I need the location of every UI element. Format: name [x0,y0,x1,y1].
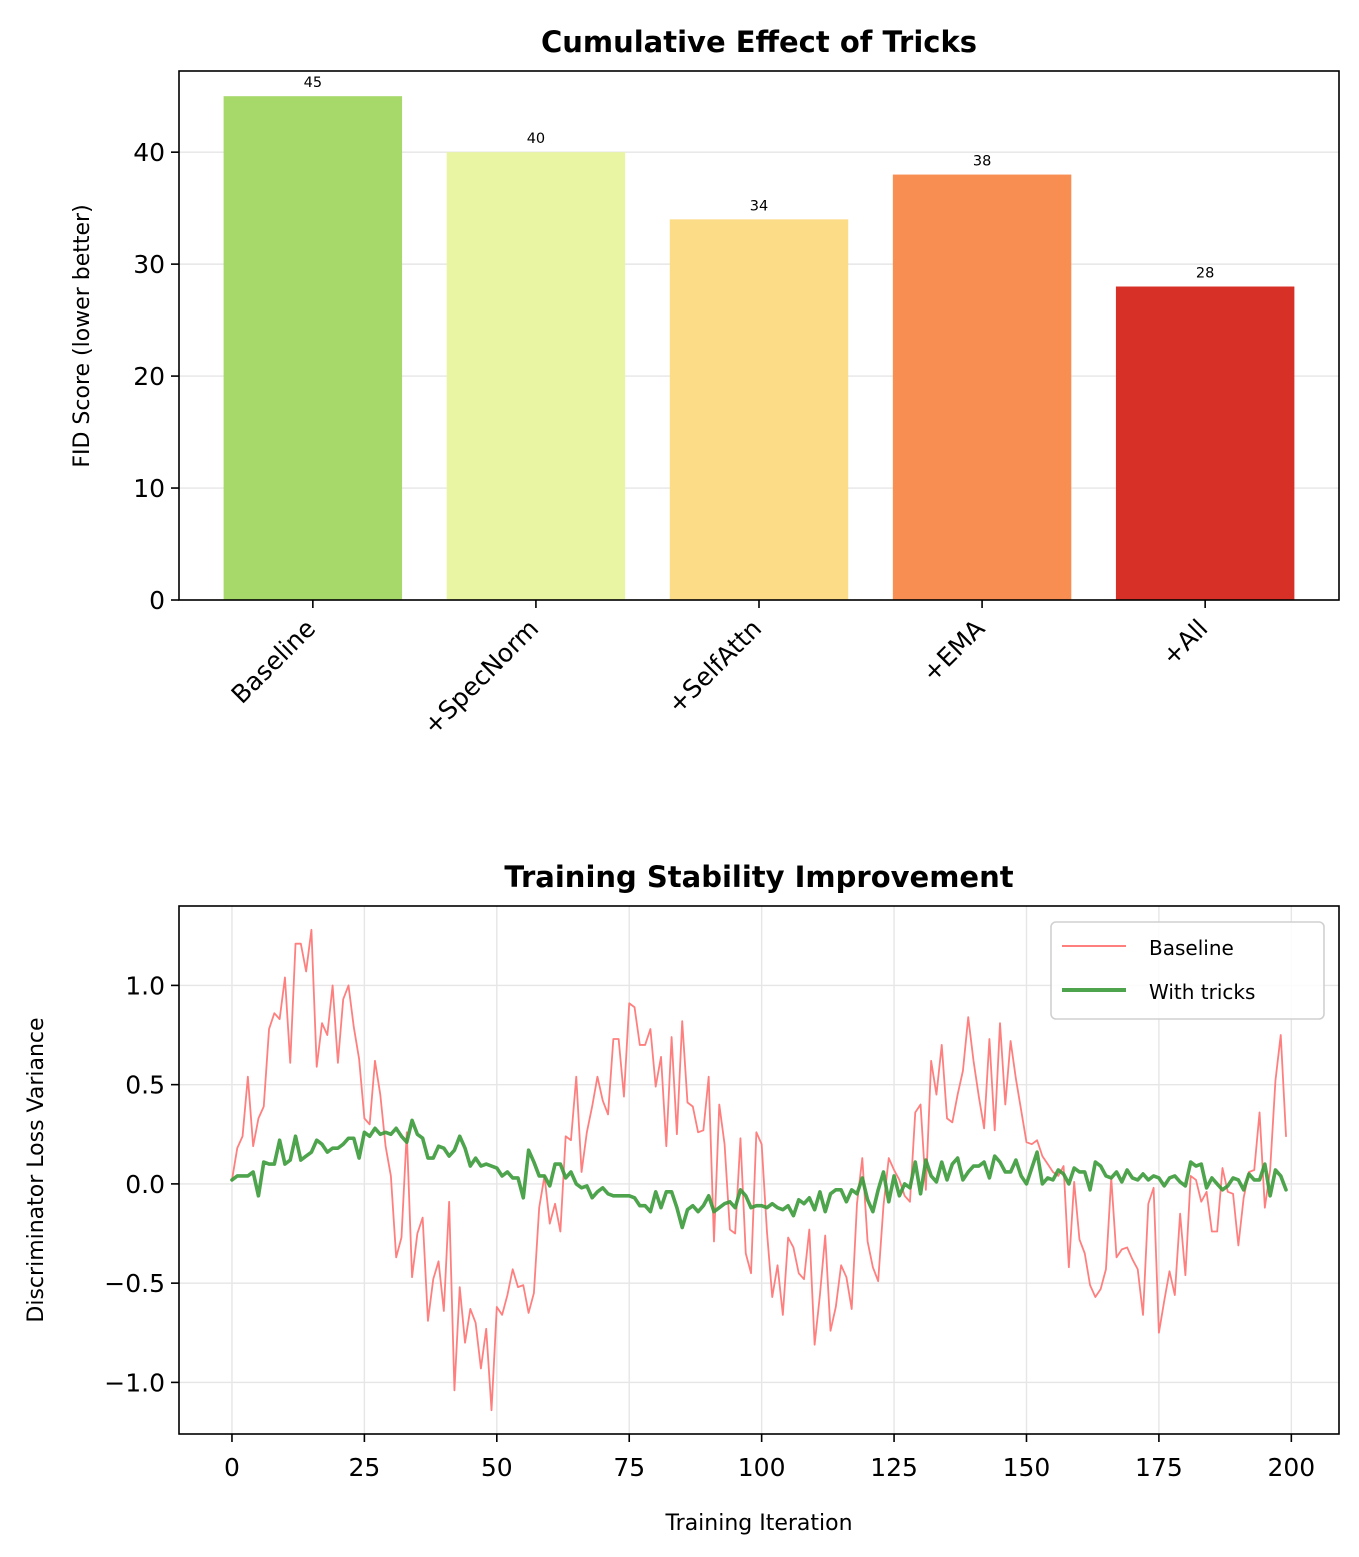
bar-chart-bars [223,96,1295,600]
bar-x-tick-label: Baseline [226,614,321,709]
bar-chart-x-ticks: Baseline +SpecNorm +SelfAttn +EMA +All [226,600,1213,741]
line-chart-series [230,928,1288,1412]
line-x-tick-label: 175 [1135,1453,1183,1482]
line-x-tick-label: 75 [613,1453,645,1482]
line-chart: Training Stability Improvement −1.0 −0.5 0… [24,860,1340,1536]
bar-data-label: 28 [1196,266,1214,282]
bar-chart-y-axis-label: FID Score (lower better) [70,204,95,467]
bar-data-label: 45 [304,75,322,91]
bar-x-tick-label: +SelfAttn [662,614,767,719]
line-chart-x-ticks: 0 25 50 75 100 125 150 175 200 [224,1434,1315,1482]
line-y-tick-label: 1.0 [125,971,165,1000]
line-chart-y-ticks: −1.0 −0.5 0.0 0.5 1.0 [104,971,179,1397]
line-chart-frame [178,905,1340,1435]
line-chart-title: Training Stability Improvement [504,860,1013,894]
bar-data-label: 38 [973,154,991,170]
bar-y-tick-label: 40 [133,138,165,167]
legend: Baseline With tricks [1050,921,1325,1020]
line-x-tick-label: 50 [481,1453,513,1482]
bar-chart: Cumulative Effect of Tricks 45 40 34 38 28 0… [70,25,1340,741]
line-chart-y-axis-label: Discriminator Loss Variance [24,1017,49,1322]
bar-data-label: 40 [527,131,545,147]
line-x-tick-label: 100 [738,1453,786,1482]
line-series-with-tricks [230,1118,1288,1230]
bar-chart-data-labels: 45 40 34 38 28 [304,75,1215,281]
line-chart-x-axis-label: Training Iteration [664,1511,852,1536]
bar-y-tick-label: 30 [133,250,165,279]
bar-specnorm [446,152,626,600]
line-series-baseline [231,928,1287,1412]
line-y-tick-label: −1.0 [104,1368,165,1397]
bar-baseline [223,96,403,600]
line-x-tick-label: 125 [870,1453,918,1482]
line-y-tick-label: −0.5 [104,1269,165,1298]
bar-y-tick-label: 0 [149,586,165,615]
line-x-tick-label: 0 [224,1453,240,1482]
legend-baseline-label: Baseline [1149,936,1234,960]
bar-x-tick-label: +SpecNorm [418,614,545,741]
bar-x-tick-label: +EMA [916,614,990,688]
line-x-tick-label: 200 [1267,1453,1315,1482]
line-x-tick-label: 25 [348,1453,380,1482]
line-x-tick-label: 150 [1003,1453,1051,1482]
legend-with-tricks-label: With tricks [1149,980,1255,1004]
line-y-tick-label: 0.5 [125,1071,165,1100]
bar-chart-title: Cumulative Effect of Tricks [541,25,977,59]
bar-ema [892,174,1072,600]
bar-y-tick-label: 10 [133,474,165,503]
bar-all [1115,286,1295,600]
bar-x-tick-label: +All [1156,614,1213,671]
bar-data-label: 34 [750,198,768,214]
bar-chart-y-ticks: 0 10 20 30 40 [133,138,179,615]
line-y-tick-label: 0.0 [125,1170,165,1199]
bar-y-tick-label: 20 [133,362,165,391]
bar-selfattn [669,219,849,600]
